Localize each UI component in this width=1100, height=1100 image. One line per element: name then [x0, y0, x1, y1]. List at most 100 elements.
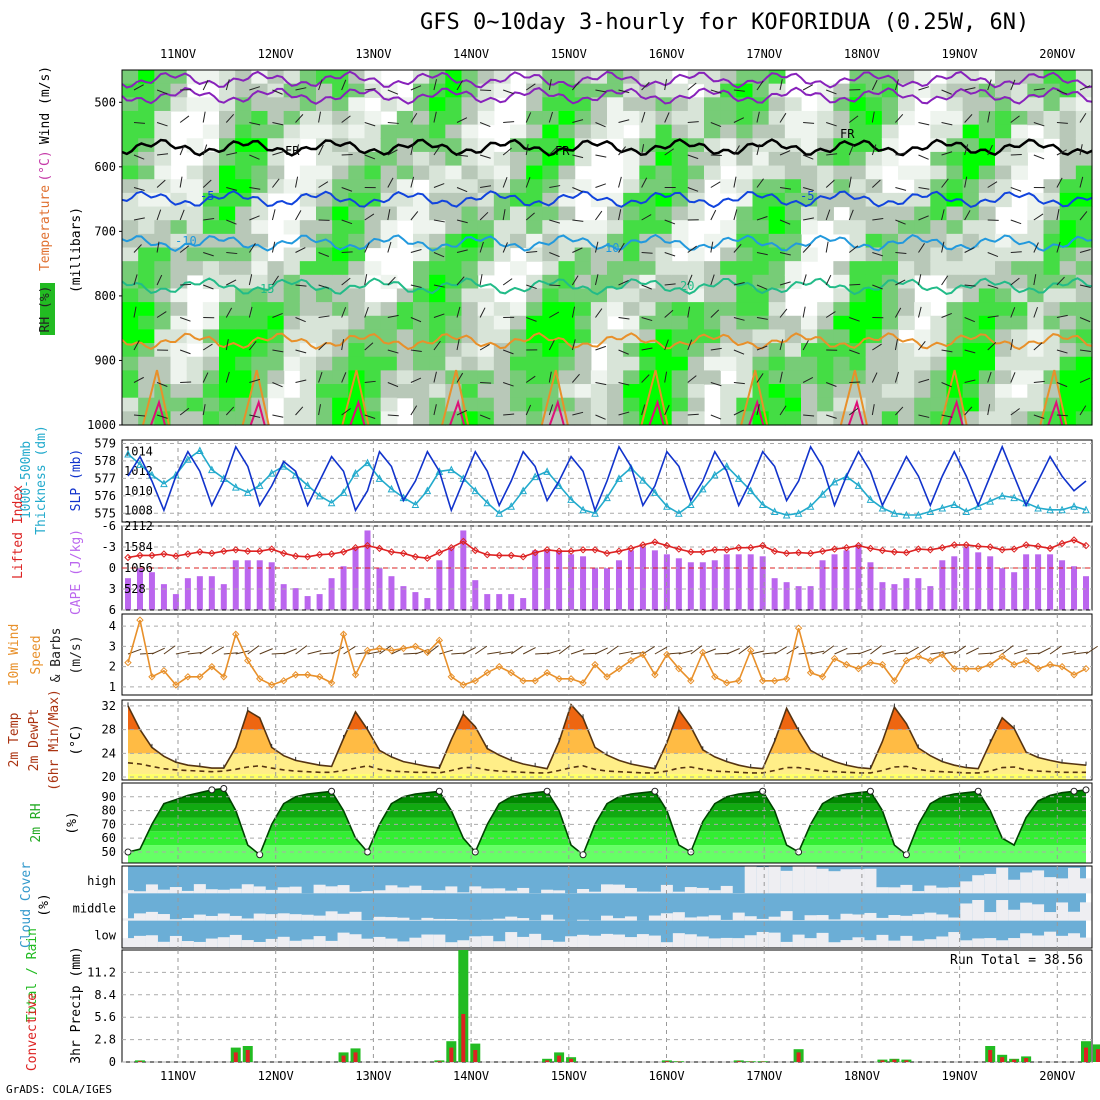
cloud-cell: [1008, 879, 1021, 894]
cape-bar: [436, 560, 443, 610]
thickness-marker: [926, 507, 935, 516]
rh-cell: [526, 384, 543, 399]
rh-cell: [914, 220, 931, 235]
wind-barb-10m: [990, 649, 1004, 655]
cape-bar: [316, 594, 323, 610]
wind-barb: [572, 411, 584, 416]
rh-cell: [122, 261, 139, 276]
rh-cell: [881, 206, 899, 221]
rh-cell: [477, 70, 495, 85]
rh-cell: [817, 110, 834, 126]
temperature-contour: [740, 369, 769, 426]
wind-barb: [1056, 209, 1060, 221]
rh-cell: [396, 97, 414, 112]
minmax-axis-label: (6hr Min/Max): [47, 689, 62, 791]
rh-cell: [251, 261, 269, 276]
cape-axis-label: CAPE (J/kg): [69, 529, 84, 615]
rh-cell: [671, 356, 689, 371]
wind-barb: [433, 219, 445, 223]
rh-cell: [623, 165, 640, 180]
rh-cell: [849, 83, 867, 98]
cloud-cell: [337, 885, 350, 894]
wind-barb: [249, 122, 261, 126]
wind-barb: [226, 187, 238, 191]
wind-barb: [318, 342, 327, 351]
rh-cell: [461, 247, 479, 262]
cape-ytick: 2112: [124, 519, 153, 533]
rh-cell: [623, 220, 640, 235]
rh-cell: [671, 261, 689, 276]
wind-barb-10m: [906, 646, 919, 655]
lifted-index-marker: [124, 553, 132, 562]
wind-barb: [295, 210, 302, 221]
wind-barb: [894, 339, 898, 351]
wind-barb: [410, 144, 414, 156]
rh-cell: [380, 274, 398, 290]
rh-cell: [122, 288, 139, 303]
wind-barb: [548, 146, 558, 156]
thickness-marker: [962, 507, 971, 516]
rh-cell: [590, 315, 608, 331]
rh-cell: [445, 124, 463, 139]
rh-cell: [202, 302, 220, 317]
rh-cell: [299, 165, 317, 180]
rh-cell: [914, 370, 931, 385]
wind-speed-marker: [411, 642, 420, 651]
rh-cell: [623, 179, 640, 194]
rh-cell: [768, 124, 786, 139]
rh-cell: [655, 247, 673, 262]
precip-convective-bar: [473, 1050, 478, 1062]
rh-cell: [720, 411, 737, 426]
precip-ytick: 8.4: [94, 988, 116, 1002]
wind-barb: [1033, 306, 1038, 318]
wind-barb: [595, 154, 607, 158]
lifted-index-marker: [1058, 539, 1066, 548]
rh-cell: [590, 397, 608, 412]
rh-cell: [477, 315, 495, 331]
rh-cell: [138, 124, 155, 139]
rh-cell: [138, 261, 155, 276]
rh-cell: [510, 124, 527, 139]
wind-barb: [479, 307, 486, 318]
wind-speed-marker: [890, 677, 899, 685]
rh-cell: [704, 70, 721, 85]
rh-cell: [655, 315, 673, 331]
wind-barb: [318, 315, 330, 318]
rh-cell: [316, 288, 333, 303]
cape-bar: [795, 586, 802, 610]
cape-bar: [1047, 554, 1054, 610]
wind-barb: [179, 144, 185, 156]
cloud-cell: [145, 935, 158, 948]
cloud-cell: [864, 940, 877, 948]
cloud-cell: [469, 886, 482, 894]
precip-convective-bar: [233, 1052, 238, 1062]
wind-barb-10m: [295, 645, 308, 655]
cloud-cell: [541, 889, 554, 894]
rh-cell: [995, 288, 1012, 303]
thickness-marker: [447, 465, 456, 474]
rh-cell: [219, 151, 236, 167]
rh-cell: [607, 274, 624, 290]
rh-cell: [671, 179, 689, 194]
rh-cell: [526, 220, 543, 235]
rh-cell: [267, 97, 285, 112]
rh-cell: [1027, 274, 1045, 290]
rh-cell: [849, 192, 867, 208]
rh-cell: [655, 220, 673, 235]
rh-cell: [817, 370, 834, 385]
cloud-cell: [217, 937, 230, 948]
rh-cell: [1043, 356, 1061, 371]
wind-barb: [410, 317, 422, 323]
rh-cell: [865, 220, 883, 235]
rh-cell: [865, 411, 883, 426]
thickness-marker: [866, 495, 875, 503]
rh-cell: [865, 288, 883, 303]
rh-cell: [219, 179, 236, 194]
thickness-marker: [1010, 493, 1018, 502]
rh-cell: [413, 397, 430, 412]
thickness-marker: [471, 486, 480, 495]
lifted-index-marker: [351, 543, 360, 552]
cloud-cell: [1032, 870, 1045, 894]
rh-cell: [1011, 329, 1028, 344]
rh-cell: [946, 220, 964, 235]
